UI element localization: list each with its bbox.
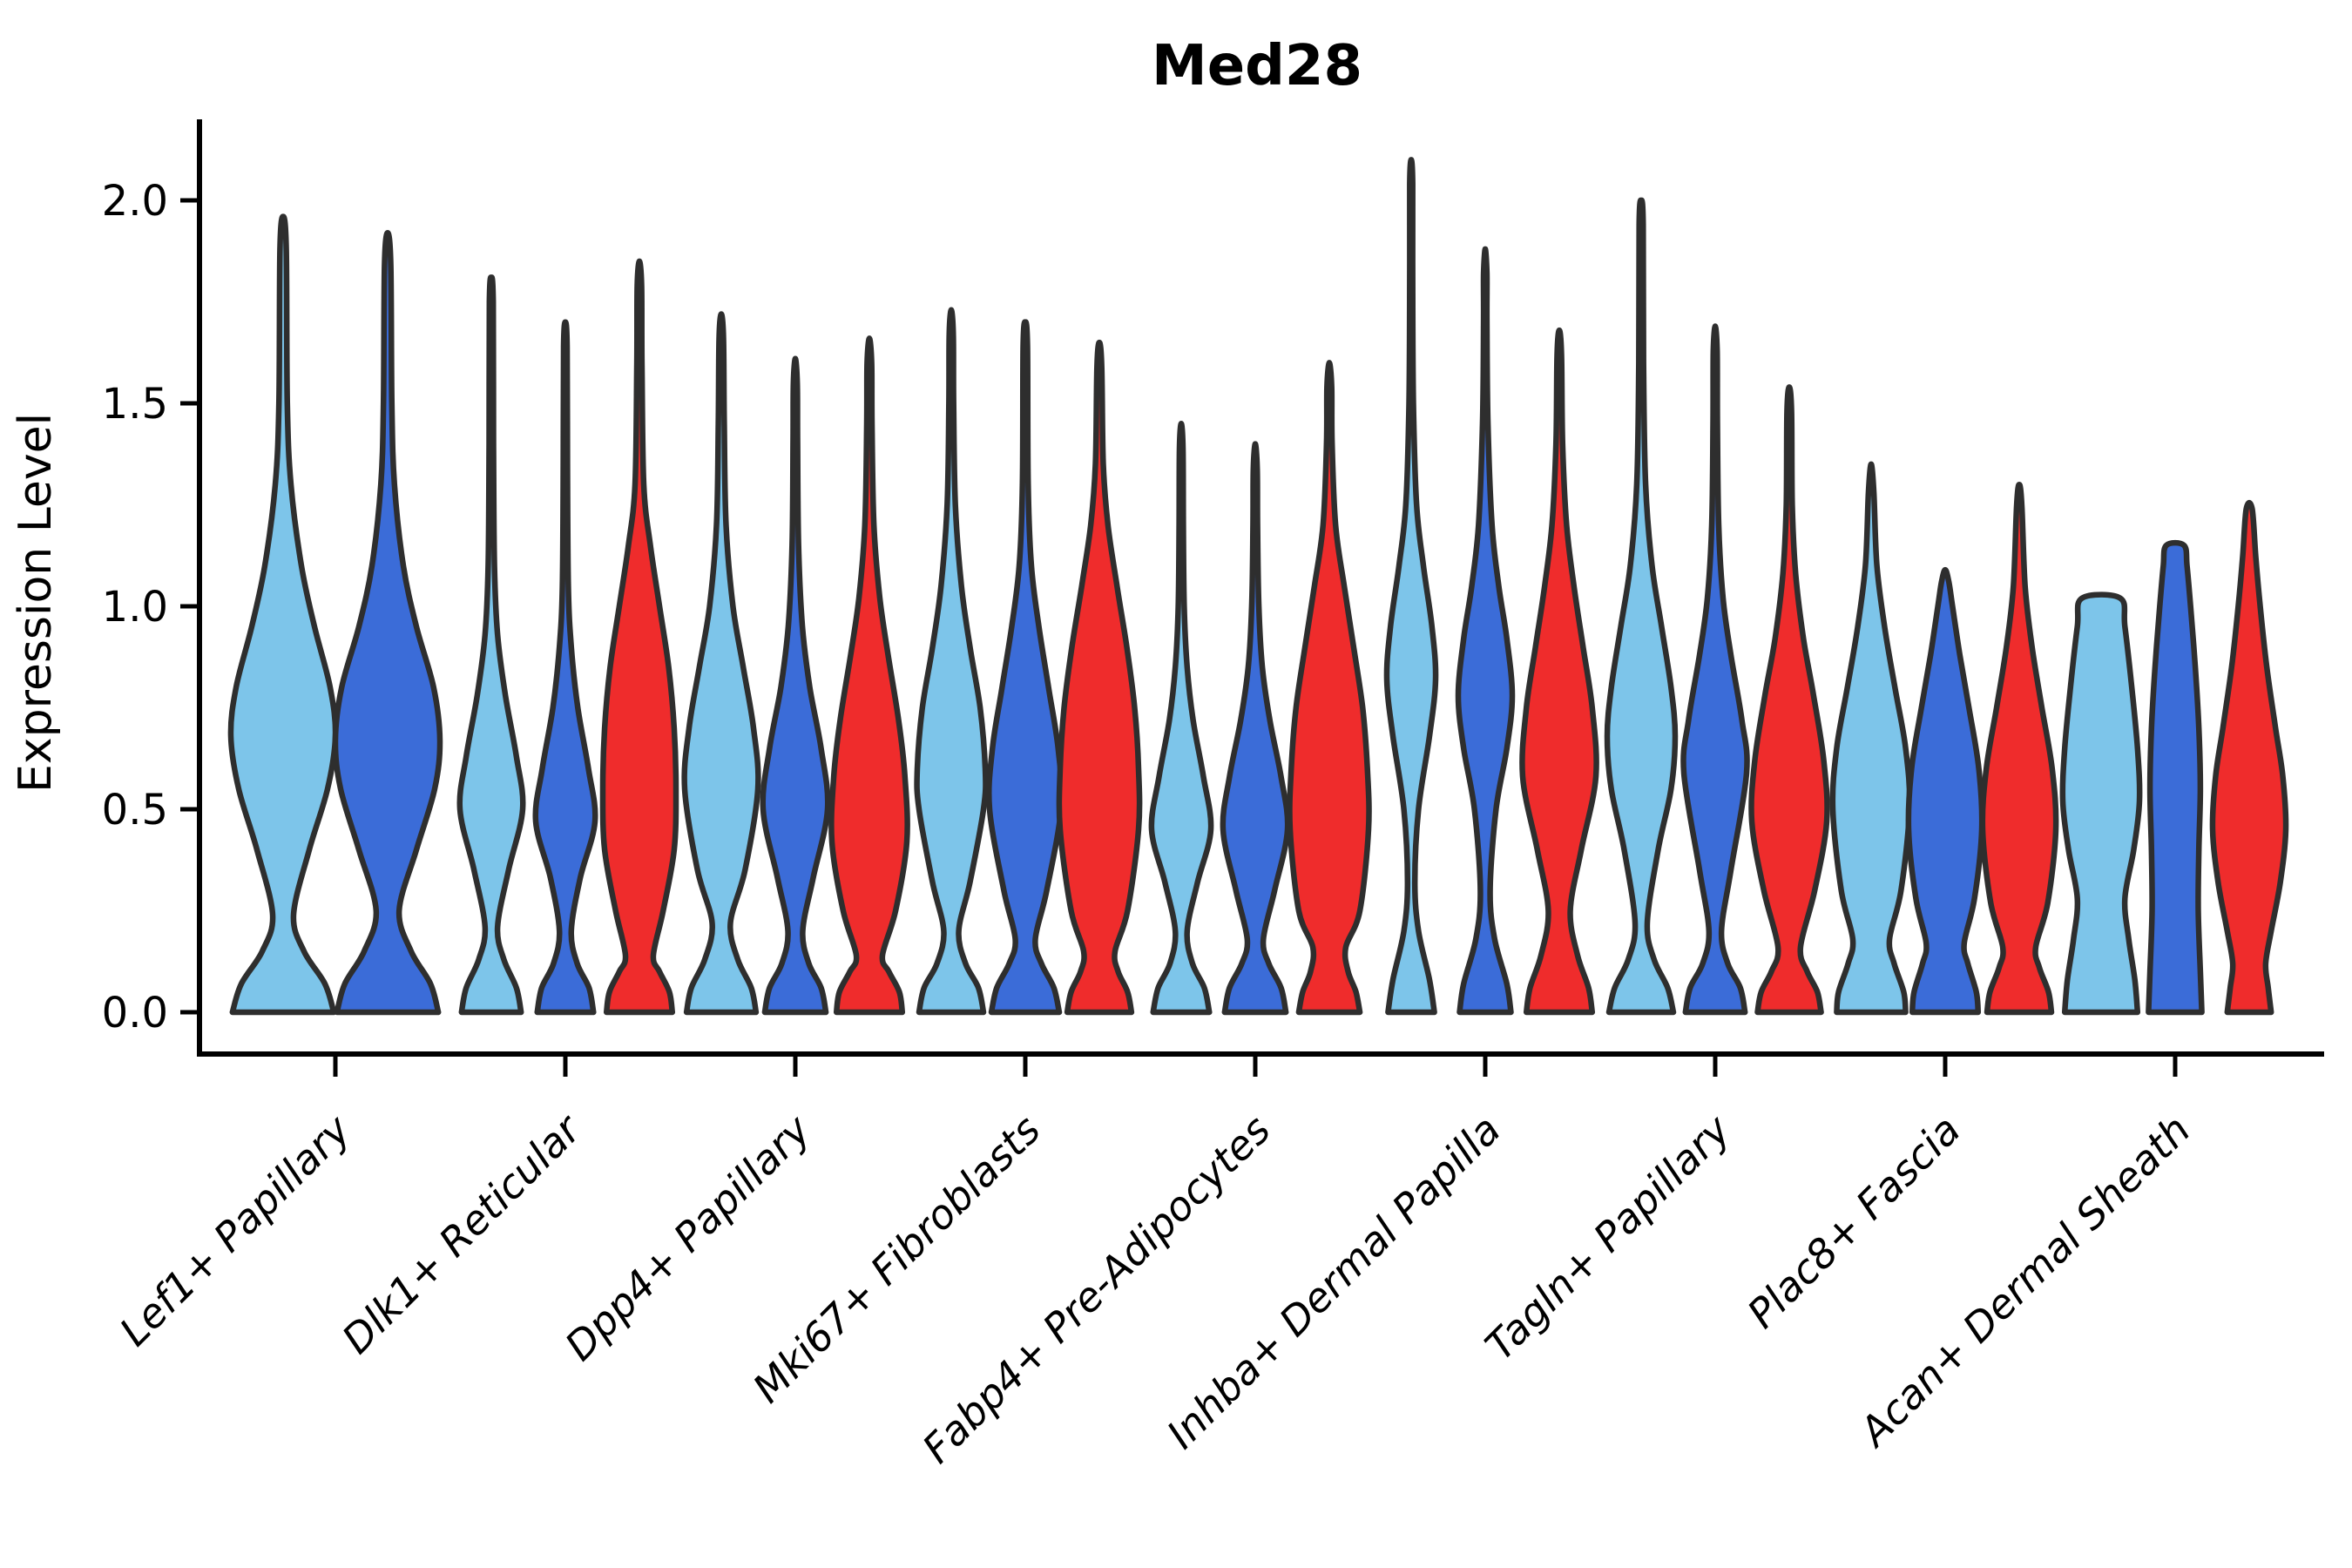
y-tick-label: 1.0	[102, 583, 168, 632]
violin-dlk1-red	[599, 258, 679, 1016]
plot-title: Med28	[1152, 34, 1362, 98]
x-tick-label: Plac8+ Fascia	[1738, 1106, 1969, 1337]
violin-mki67-red	[1056, 339, 1143, 1016]
y-axis-label: Expression Level	[10, 413, 62, 793]
violin-inhba-royalblue	[1455, 246, 1516, 1016]
x-tick-label: Tagln+ Papillary	[1476, 1105, 1740, 1369]
violin-tagln-royalblue	[1680, 323, 1750, 1016]
violin-fabp4-skyblue	[1148, 421, 1214, 1016]
violin-fabp4-red	[1287, 360, 1372, 1016]
violin-acan-skyblue	[2059, 591, 2143, 1016]
violin-dlk1-skyblue	[456, 274, 526, 1016]
violin-dpp4-royalblue	[760, 355, 831, 1016]
x-tick-label: Lef1+ Papillary	[111, 1105, 360, 1355]
x-tick-label: Dlk1+ Reticular	[333, 1104, 591, 1362]
y-axis: 0.0 0.5 1.0 1.5 2.0	[102, 119, 202, 1057]
violin-dpp4-red	[828, 335, 910, 1016]
y-tick-label: 0.5	[102, 786, 168, 835]
violin-dlk1-royalblue	[532, 319, 598, 1016]
x-tick-label: Dpp4+ Papillary	[556, 1105, 820, 1369]
y-tick-label: 2.0	[102, 177, 168, 226]
violin-dpp4-skyblue	[681, 311, 761, 1016]
violin-plac8-red	[1979, 481, 2059, 1016]
violins-group	[227, 157, 2289, 1016]
violin-mki67-royalblue	[986, 319, 1064, 1016]
y-tick-label: 1.5	[102, 380, 168, 429]
violin-plac8-skyblue	[1829, 461, 1913, 1016]
violin-fabp4-royalblue	[1220, 441, 1291, 1016]
violin-inhba-skyblue	[1383, 157, 1439, 1016]
violin-acan-red	[2209, 499, 2289, 1016]
violin-lef1-skyblue	[227, 213, 339, 1016]
violin-tagln-skyblue	[1604, 197, 1679, 1016]
violin-acan-royalblue	[2146, 539, 2205, 1016]
violin-plac8-royalblue	[1905, 566, 1985, 1016]
y-tick-label: 0.0	[102, 989, 168, 1037]
violin-tagln-red	[1748, 384, 1830, 1016]
violin-lef1-royalblue	[332, 230, 443, 1016]
violin-inhba-red	[1519, 327, 1599, 1016]
violin-mki67-skyblue	[914, 307, 989, 1016]
